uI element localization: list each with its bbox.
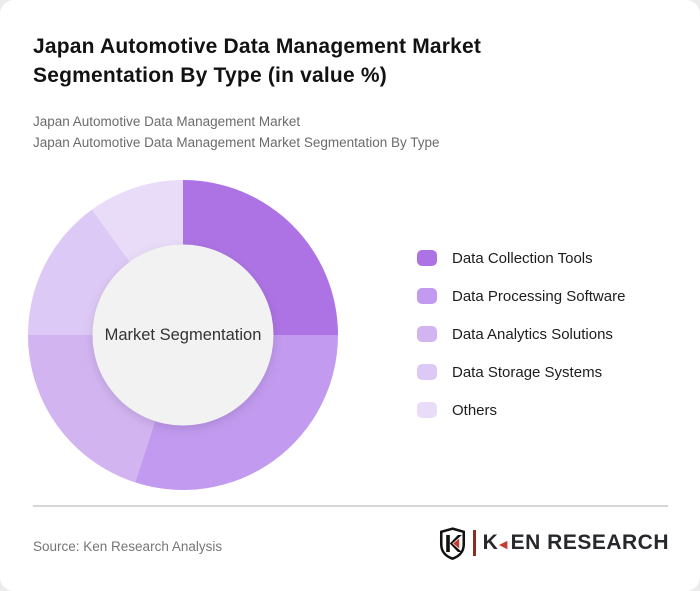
legend-swatch [417,288,437,304]
logo-wordmark-k: K [482,531,499,554]
page-title: Japan Automotive Data Management Market … [33,35,482,87]
legend-item-data-analytics-solutions: Data Analytics Solutions [417,325,625,343]
legend-item-others: Others [417,401,625,419]
legend-swatch [417,326,437,342]
source-text: Source: Ken Research Analysis [33,539,223,554]
subtitle-line-1: Japan Automotive Data Management Market [33,114,301,129]
legend-label: Data Analytics Solutions [452,325,613,343]
legend-label: Others [452,401,498,419]
footer-divider [33,505,668,507]
legend-swatch [417,364,437,380]
logo-separator [472,530,476,556]
legend-swatch [417,250,437,266]
donut-chart: Market Segmentation [28,180,338,490]
legend-label: Data Storage Systems [452,363,603,381]
donut-center-circle [92,244,274,426]
donut-center-label: Market Segmentation [105,326,262,344]
legend-item-data-processing-software: Data Processing Software [417,287,625,305]
logo-red-triangle-icon: ◄ [496,536,511,552]
subtitle: Japan Automotive Data Management Market … [33,112,633,154]
logo-wordmark-rest: EN RESEARCH [510,531,669,554]
legend-item-data-storage-systems: Data Storage Systems [417,363,625,381]
subtitle-line-2: Japan Automotive Data Management Market … [33,134,440,150]
legend-label: Data Processing Software [452,287,626,305]
legend: Data Collection Tools Data Processing So… [417,249,625,439]
ken-research-logo: K◄EN RESEARCH [439,526,669,560]
logo-shield-icon [439,526,465,560]
donut-chart-area: Market Segmentation [28,180,338,490]
legend-label: Data Collection Tools [452,249,593,267]
legend-item-data-collection-tools: Data Collection Tools [417,249,625,267]
logo-wordmark: K◄EN RESEARCH [483,531,669,555]
legend-swatch [417,402,437,418]
